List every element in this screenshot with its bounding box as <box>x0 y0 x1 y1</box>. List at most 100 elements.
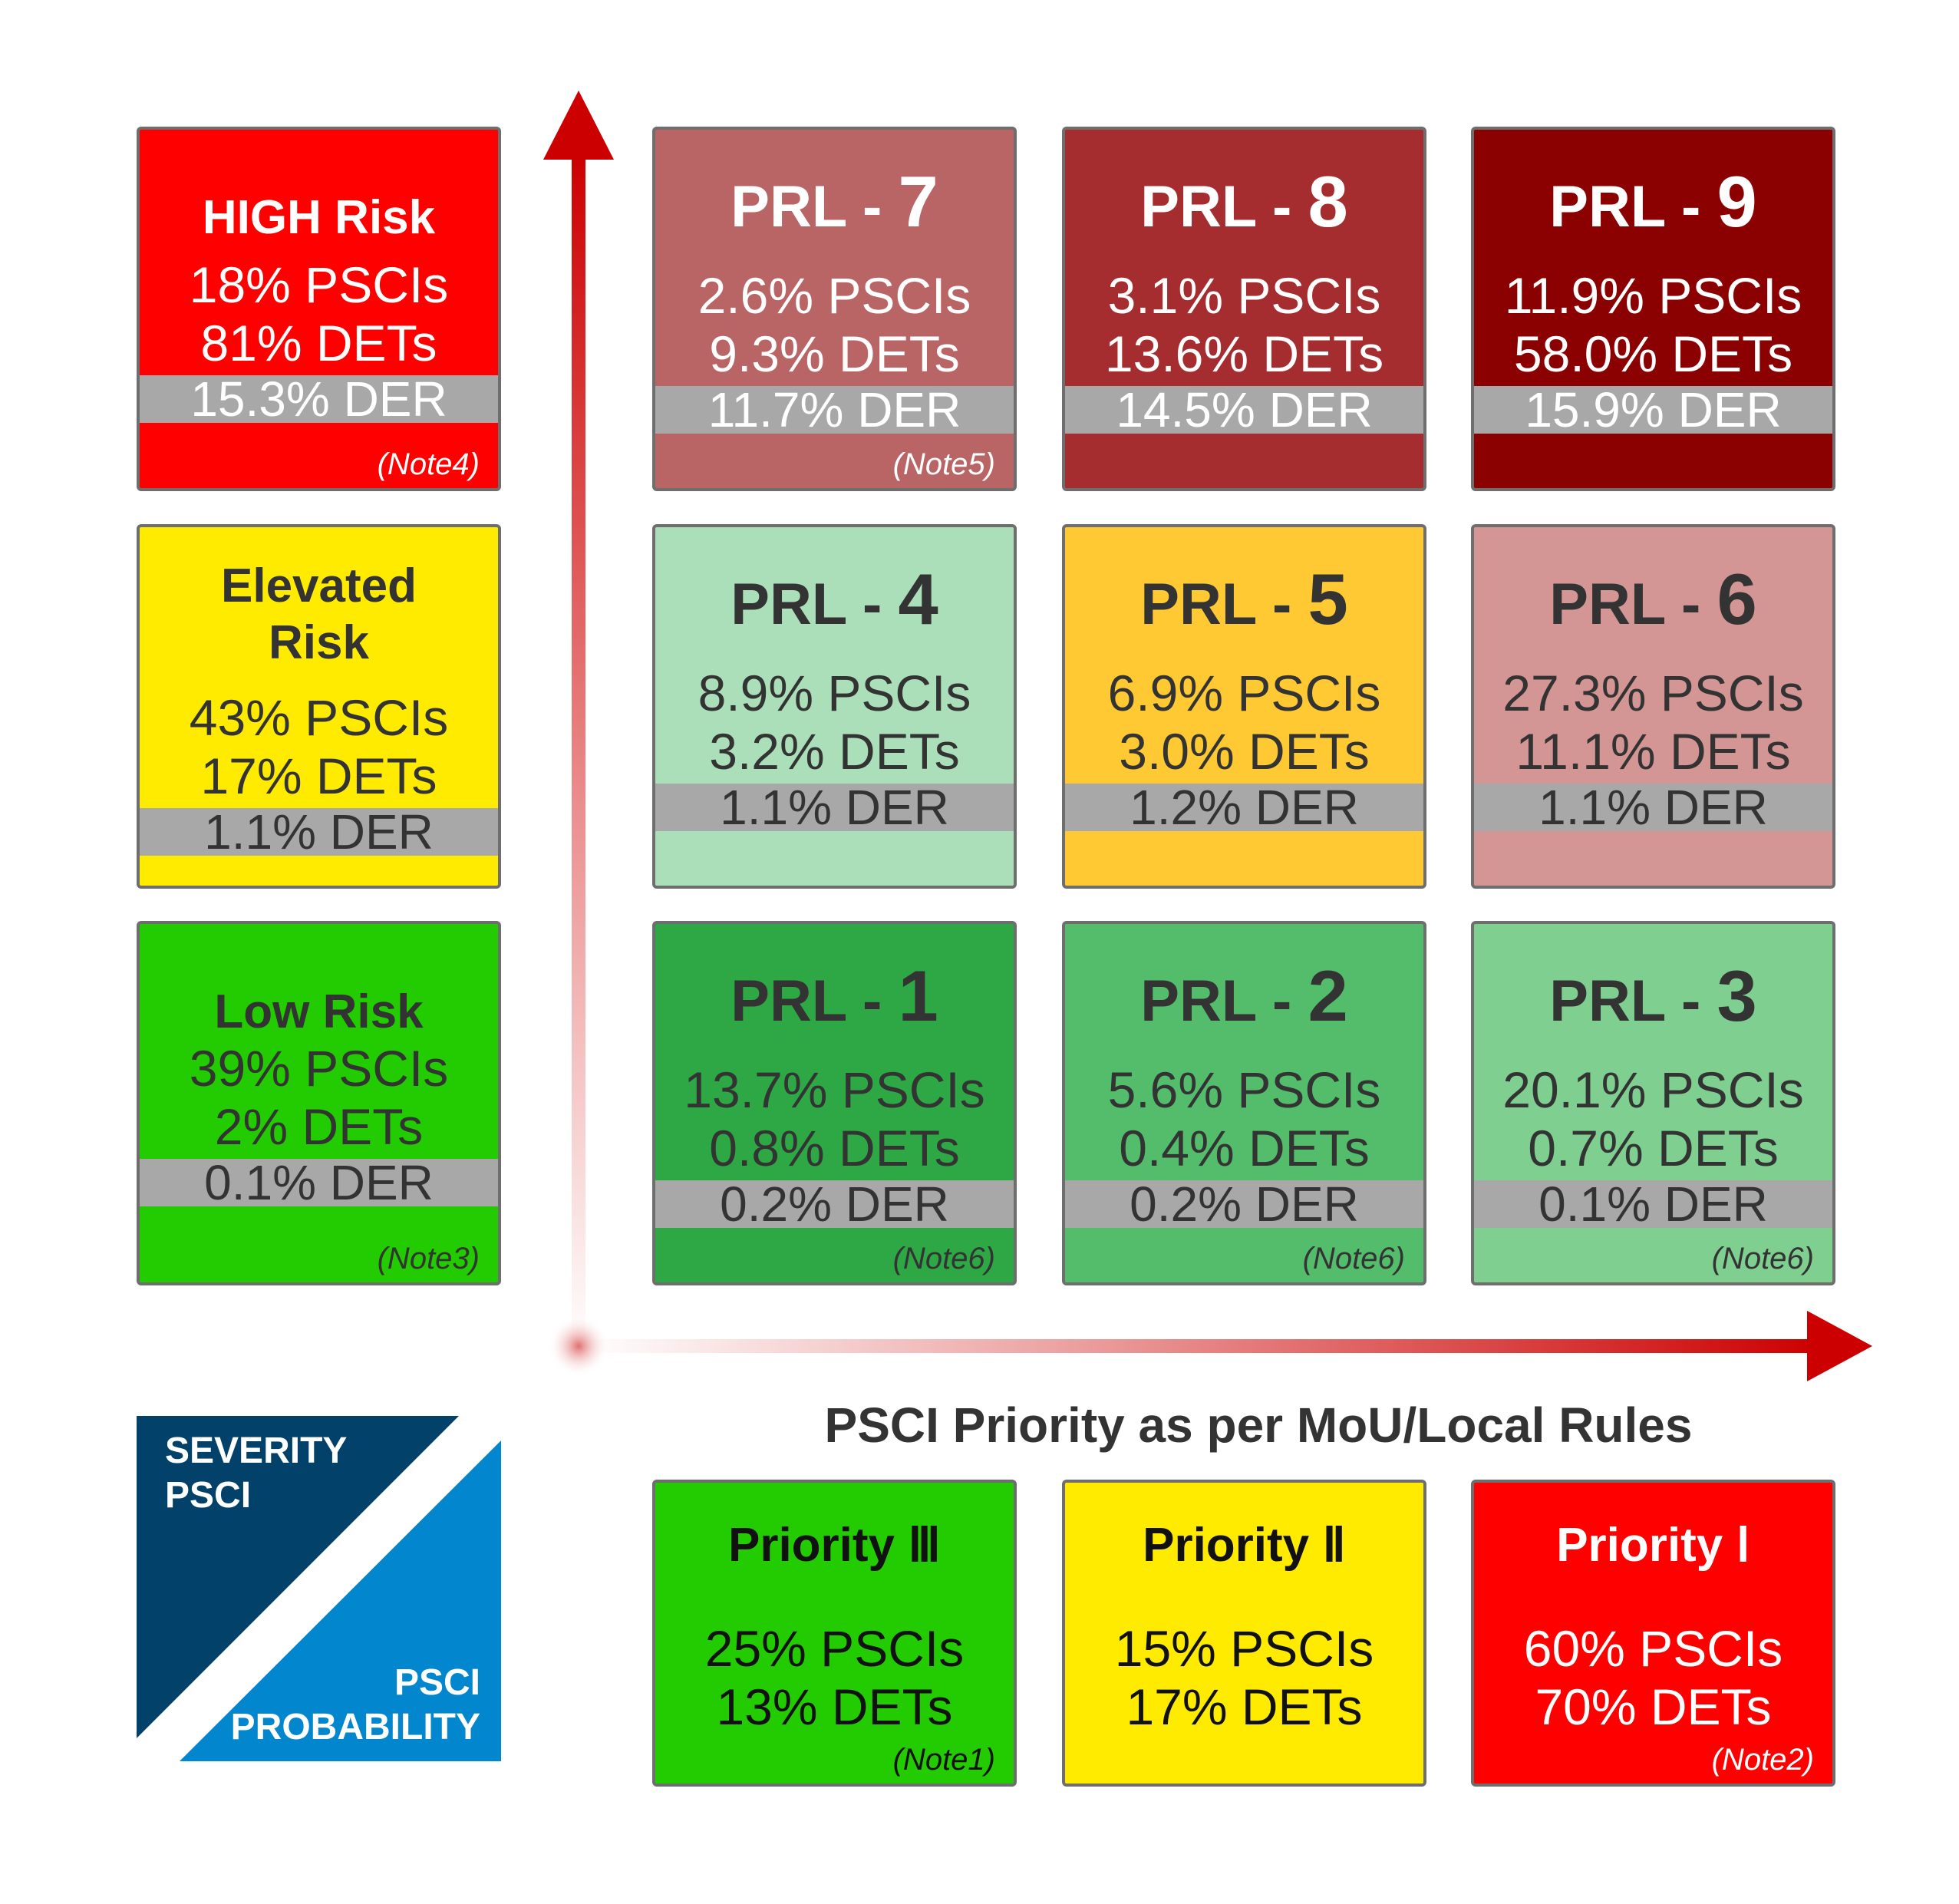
prl-number: 7 <box>898 161 938 242</box>
priority-box-2: Priority Ⅱ 15% PSCIs 17% DETs <box>1062 1480 1426 1787</box>
risk-pscis: 18% PSCIs <box>189 256 449 313</box>
prl-title: PRL - 7 <box>655 160 1014 243</box>
prl-box-7: PRL - 7 2.6% PSCIs 9.3% DETs 11.7% DER (Note… <box>652 127 1017 491</box>
priority-pscis: 60% PSCIs <box>1523 1620 1783 1677</box>
priority-note: (Note2) <box>1711 1743 1814 1777</box>
prl-prefix: PRL - <box>1549 968 1717 1034</box>
prl-pscis: 3.1% PSCIs <box>1107 267 1381 324</box>
prl-title: PRL - 6 <box>1474 558 1832 641</box>
prl-box-2: PRL - 2 5.6% PSCIs 0.4% DETs 0.2% DER (Note6… <box>1062 921 1426 1285</box>
prl-pscis: 27.3% PSCIs <box>1502 665 1804 721</box>
risk-pscis: 43% PSCIs <box>189 689 449 746</box>
x-axis-shaft <box>583 1339 1819 1353</box>
risk-dets: 2% DETs <box>214 1098 424 1155</box>
prl-dets: 0.4% DETs <box>1119 1120 1370 1176</box>
prl-note: (Note6) <box>1302 1242 1405 1275</box>
prl-dets: 3.2% DETs <box>709 723 960 780</box>
probability-label-line2: PROBABILITY <box>230 1707 480 1747</box>
prl-title: PRL - 8 <box>1065 160 1423 243</box>
prl-pscis: 6.9% PSCIs <box>1107 665 1381 721</box>
priority-title: Priority Ⅲ <box>727 1519 942 1572</box>
prl-prefix: PRL - <box>1140 968 1308 1034</box>
prl-pscis: 13.7% PSCIs <box>684 1061 985 1118</box>
prl-box-5: PRL - 5 6.9% PSCIs 3.0% DETs 1.2% DER <box>1062 524 1426 889</box>
prl-pscis: 20.1% PSCIs <box>1502 1061 1804 1118</box>
prl-box-6: PRL - 6 27.3% PSCIs 11.1% DETs 1.1% DER <box>1471 524 1835 889</box>
prl-box-1: PRL - 1 13.7% PSCIs 0.8% DETs 0.2% DER (Note… <box>652 921 1017 1285</box>
probability-label: PSCI PROBABILITY <box>230 1661 480 1750</box>
prl-title: PRL - 3 <box>1474 955 1832 1038</box>
prl-number: 5 <box>1308 559 1348 639</box>
prl-prefix: PRL - <box>1140 174 1308 239</box>
prl-prefix: PRL - <box>731 968 899 1034</box>
prl-note: (Note6) <box>892 1242 995 1275</box>
risk-box-low: Low Risk 39% PSCIs 2% DETs 0.1% DER (Not… <box>137 921 501 1285</box>
prl-title: PRL - 1 <box>655 955 1014 1038</box>
risk-title: Elevated <box>220 559 417 612</box>
prl-title: PRL - 5 <box>1065 558 1423 641</box>
prl-pscis: 5.6% PSCIs <box>1107 1061 1381 1118</box>
prl-dets: 0.7% DETs <box>1528 1120 1779 1176</box>
priority-note: (Note1) <box>892 1743 995 1777</box>
prl-number: 2 <box>1308 955 1348 1036</box>
prl-pscis: 8.9% PSCIs <box>698 665 971 721</box>
prl-title: PRL - 9 <box>1474 160 1832 243</box>
x-axis-label: PSCI Priority as per MoU/Local Rules <box>824 1397 1693 1453</box>
prl-prefix: PRL - <box>1549 174 1717 239</box>
priority-box-3: Priority Ⅰ 60% PSCIs 70% DETs (Note2) <box>1471 1480 1835 1787</box>
prl-title: PRL - 2 <box>1065 955 1423 1038</box>
prl-number: 6 <box>1717 559 1757 639</box>
risk-der: 1.1% DER <box>140 807 498 856</box>
prl-note: (Note5) <box>892 447 995 481</box>
risk-dets: 81% DETs <box>200 315 437 371</box>
prl-dets: 58.0% DETs <box>1513 325 1793 382</box>
prl-pscis: 11.9% PSCIs <box>1504 267 1802 324</box>
prl-der: 0.2% DER <box>655 1180 1014 1229</box>
prl-dets: 0.8% DETs <box>709 1120 960 1176</box>
prl-der: 1.1% DER <box>655 783 1014 832</box>
prl-prefix: PRL - <box>1140 572 1308 637</box>
prl-number: 4 <box>898 559 938 639</box>
probability-label-line1: PSCI <box>394 1662 480 1703</box>
y-axis-arrowhead <box>543 91 614 160</box>
risk-title: HIGH Risk <box>202 191 436 244</box>
x-axis-arrowhead <box>1807 1311 1872 1381</box>
prl-dets: 13.6% DETs <box>1104 325 1384 382</box>
severity-label-line1: SEVERITY <box>165 1430 348 1471</box>
severity-label: SEVERITY PSCI <box>165 1429 347 1518</box>
severity-probability-legend <box>137 1416 501 1761</box>
prl-dets: 9.3% DETs <box>709 325 960 382</box>
risk-title-line2: Risk <box>269 616 369 669</box>
y-axis-shaft <box>572 153 585 1351</box>
prl-der: 1.2% DER <box>1065 783 1423 832</box>
prl-der: 14.5% DER <box>1065 385 1423 434</box>
prl-dets: 3.0% DETs <box>1119 723 1370 780</box>
prl-box-8: PRL - 8 3.1% PSCIs 13.6% DETs 14.5% DER <box>1062 127 1426 491</box>
prl-dets: 11.1% DETs <box>1515 723 1791 780</box>
prl-number: 9 <box>1717 161 1757 242</box>
risk-box-high: HIGH Risk 18% PSCIs 81% DETs 15.3% DER (… <box>137 127 501 491</box>
prl-prefix: PRL - <box>731 174 899 239</box>
priority-dets: 70% DETs <box>1535 1678 1772 1735</box>
risk-der: 15.3% DER <box>140 375 498 424</box>
prl-box-9: PRL - 9 11.9% PSCIs 58.0% DETs 15.9% DER <box>1471 127 1835 491</box>
risk-pscis: 39% PSCIs <box>189 1040 449 1097</box>
probability-triangle <box>180 1440 501 1761</box>
prl-der: 15.9% DER <box>1474 385 1832 434</box>
prl-der: 1.1% DER <box>1474 783 1832 832</box>
risk-title: Low Risk <box>214 985 424 1038</box>
prl-pscis: 2.6% PSCIs <box>698 267 971 324</box>
prl-note: (Note6) <box>1711 1242 1814 1275</box>
prl-prefix: PRL - <box>731 572 899 637</box>
priority-dets: 13% DETs <box>716 1678 953 1735</box>
risk-note: (Note4) <box>377 447 480 481</box>
priority-title: Priority Ⅱ <box>1143 1519 1346 1572</box>
prl-number: 1 <box>898 955 938 1036</box>
prl-number: 3 <box>1717 955 1757 1036</box>
severity-label-line2: PSCI <box>165 1475 252 1516</box>
prl-der: 0.1% DER <box>1474 1180 1832 1229</box>
priority-pscis: 15% PSCIs <box>1114 1620 1374 1677</box>
prl-der: 0.2% DER <box>1065 1180 1423 1229</box>
risk-note: (Note3) <box>377 1242 480 1275</box>
